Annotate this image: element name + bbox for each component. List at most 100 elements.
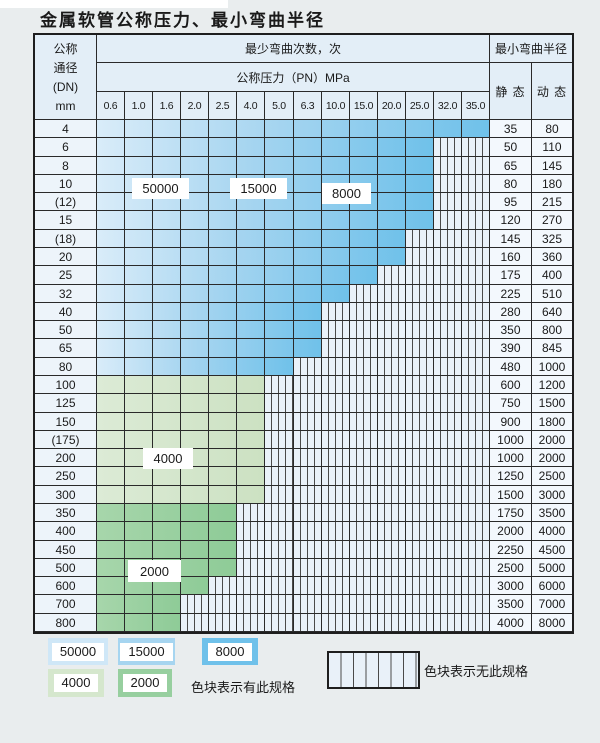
pressure-cell-available [209, 303, 237, 321]
pressure-cell-unavailable [434, 211, 462, 230]
pressure-cell-available [181, 120, 209, 138]
pressure-cell-unavailable [462, 339, 490, 358]
pressure-cell-available [125, 614, 153, 632]
pressure-cell-available [153, 577, 181, 595]
pressure-cell-unavailable [209, 595, 237, 614]
pressure-cell-available [209, 120, 237, 138]
colored-zone-band [97, 230, 406, 248]
pressure-cell-available [181, 394, 209, 413]
static-value-cell: 80 [490, 175, 532, 193]
pressure-cell-available [322, 230, 350, 248]
dynamic-value-cell: 3500 [532, 504, 572, 522]
pressure-cell-unavailable [322, 504, 350, 522]
pressure-cell-unavailable [350, 321, 378, 339]
pressure-cell-unavailable [350, 559, 378, 577]
pressure-cell-available [209, 394, 237, 413]
pressure-column-header: 2.0 [181, 92, 209, 120]
pressure-cell-unavailable [378, 522, 406, 541]
pressure-cell-unavailable [350, 358, 378, 376]
pressure-cell-unavailable [322, 595, 350, 614]
pressure-cell-unavailable [378, 376, 406, 394]
static-value-cell: 750 [490, 394, 532, 413]
legend-swatch-15000: 15000 [118, 638, 175, 665]
pressure-cell-unavailable [378, 449, 406, 467]
dn-header-line: mm [55, 99, 76, 113]
dn-header-line: 公称 [53, 42, 78, 56]
pressure-cell-available [181, 467, 209, 486]
pressure-cell-available [181, 358, 209, 376]
pressure-cell-unavailable [406, 230, 434, 248]
pressure-cell-available [125, 486, 153, 504]
pressure-cell-available [294, 285, 322, 303]
spec-table: 公称 通径 (DN) mm 最少弯曲次数，次 最小弯曲半径 公称压力（PN）MP… [33, 33, 574, 634]
legend-swatch-label: 15000 [120, 642, 173, 661]
pressure-cell-available [181, 559, 209, 577]
pressure-cell-unavailable [378, 431, 406, 449]
pressure-cell-unavailable [294, 595, 322, 614]
pressure-cell-available [350, 266, 378, 285]
dynamic-value-cell: 640 [532, 303, 572, 321]
pressure-cell-available [209, 193, 237, 211]
pressure-cell-unavailable [434, 431, 462, 449]
pressure-cell-available [153, 339, 181, 358]
static-value-cell: 280 [490, 303, 532, 321]
pressure-cell-available [181, 449, 209, 467]
pressure-cell-unavailable [462, 431, 490, 449]
pressure-cell-available [378, 211, 406, 230]
pressure-cell-unavailable [322, 559, 350, 577]
pressure-cell-unavailable [265, 486, 294, 504]
pressure-cell-unavailable [350, 467, 378, 486]
static-value-cell: 1000 [490, 431, 532, 449]
pressure-cell-available [181, 376, 209, 394]
pressure-cell-unavailable [294, 486, 322, 504]
pressure-column-header: 32.0 [434, 92, 462, 120]
pressure-cell-available [322, 157, 350, 175]
pressure-cell-unavailable [378, 614, 406, 632]
pressure-cell-available [153, 394, 181, 413]
pressure-cell-unavailable [294, 614, 322, 632]
pressure-cell-available [322, 248, 350, 266]
pressure-cell-available [209, 339, 237, 358]
pressure-cell-available [97, 248, 125, 266]
pressure-cell-unavailable [237, 595, 265, 614]
legend-hatch-swatch [327, 651, 420, 689]
pressure-cell-available [209, 321, 237, 339]
region-label-50000: 50000 [132, 178, 189, 199]
static-value-cell: 3500 [490, 595, 532, 614]
pressure-cell-available [406, 211, 434, 230]
pressure-cell-available [237, 211, 265, 230]
pressure-cell-unavailable [462, 358, 490, 376]
pressure-cell-unavailable [237, 541, 265, 559]
pressure-cell-unavailable [350, 486, 378, 504]
pressure-column-header: 5.0 [265, 92, 294, 120]
pressure-column-header: 25.0 [406, 92, 434, 120]
dynamic-value-cell: 80 [532, 120, 572, 138]
pressure-cell-available [97, 449, 125, 467]
pressure-cell-available [237, 285, 265, 303]
dn-cell: 450 [35, 541, 97, 559]
pressure-cell-unavailable [462, 157, 490, 175]
pressure-cell-unavailable [434, 413, 462, 431]
pressure-cell-available [294, 211, 322, 230]
pressure-cell-available [153, 266, 181, 285]
dynamic-value-cell: 510 [532, 285, 572, 303]
dynamic-value-cell: 325 [532, 230, 572, 248]
dynamic-value-cell: 6000 [532, 577, 572, 595]
legend-swatch-50000: 50000 [48, 638, 108, 665]
pressure-cell-available [153, 303, 181, 321]
pressure-cell-unavailable [462, 321, 490, 339]
pressure-cell-available [181, 138, 209, 157]
dynamic-value-cell: 5000 [532, 559, 572, 577]
dynamic-value-cell: 3000 [532, 486, 572, 504]
pressure-cell-unavailable [434, 559, 462, 577]
pressure-cell-unavailable [378, 413, 406, 431]
dynamic-value-cell: 400 [532, 266, 572, 285]
region-label-15000: 15000 [230, 178, 287, 199]
dynamic-value-cell: 7000 [532, 595, 572, 614]
pressure-cell-unavailable [322, 467, 350, 486]
page-title: 金属软管公称压力、最小弯曲半径 [40, 11, 325, 31]
pressure-cell-unavailable [462, 248, 490, 266]
legend-swatch-label: 2000 [122, 674, 168, 692]
pressure-cell-available [153, 138, 181, 157]
pressure-cell-available [181, 193, 209, 211]
